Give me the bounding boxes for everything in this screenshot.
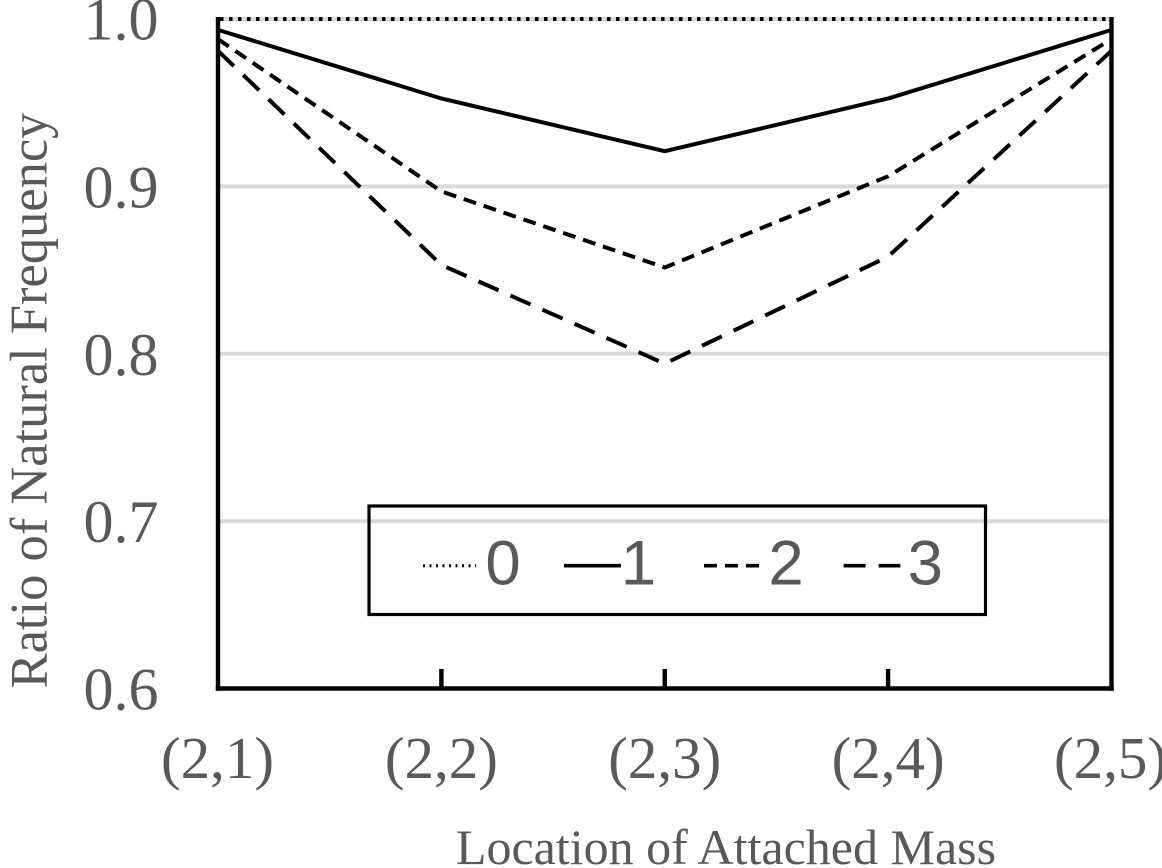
- svg-text:(2,5): (2,5): [1054, 725, 1162, 791]
- svg-text:(2,4): (2,4): [832, 725, 945, 791]
- svg-text:1: 1: [621, 529, 656, 599]
- svg-text:0.6: 0.6: [84, 657, 159, 723]
- svg-text:0: 0: [485, 529, 520, 599]
- svg-text:1.0: 1.0: [84, 0, 159, 53]
- svg-text:0.9: 0.9: [84, 155, 159, 221]
- svg-text:2: 2: [768, 529, 803, 599]
- svg-text:Ratio of Natural Frequency: Ratio of Natural Frequency: [1, 112, 59, 689]
- svg-text:(2,3): (2,3): [608, 725, 721, 791]
- svg-text:Location of Attached Mass: Location of Attached Mass: [456, 819, 996, 868]
- svg-text:(2,1): (2,1): [161, 725, 274, 791]
- svg-text:3: 3: [908, 529, 943, 599]
- svg-text:(2,2): (2,2): [385, 725, 498, 791]
- svg-text:0.7: 0.7: [84, 489, 159, 555]
- svg-text:0.8: 0.8: [84, 322, 159, 388]
